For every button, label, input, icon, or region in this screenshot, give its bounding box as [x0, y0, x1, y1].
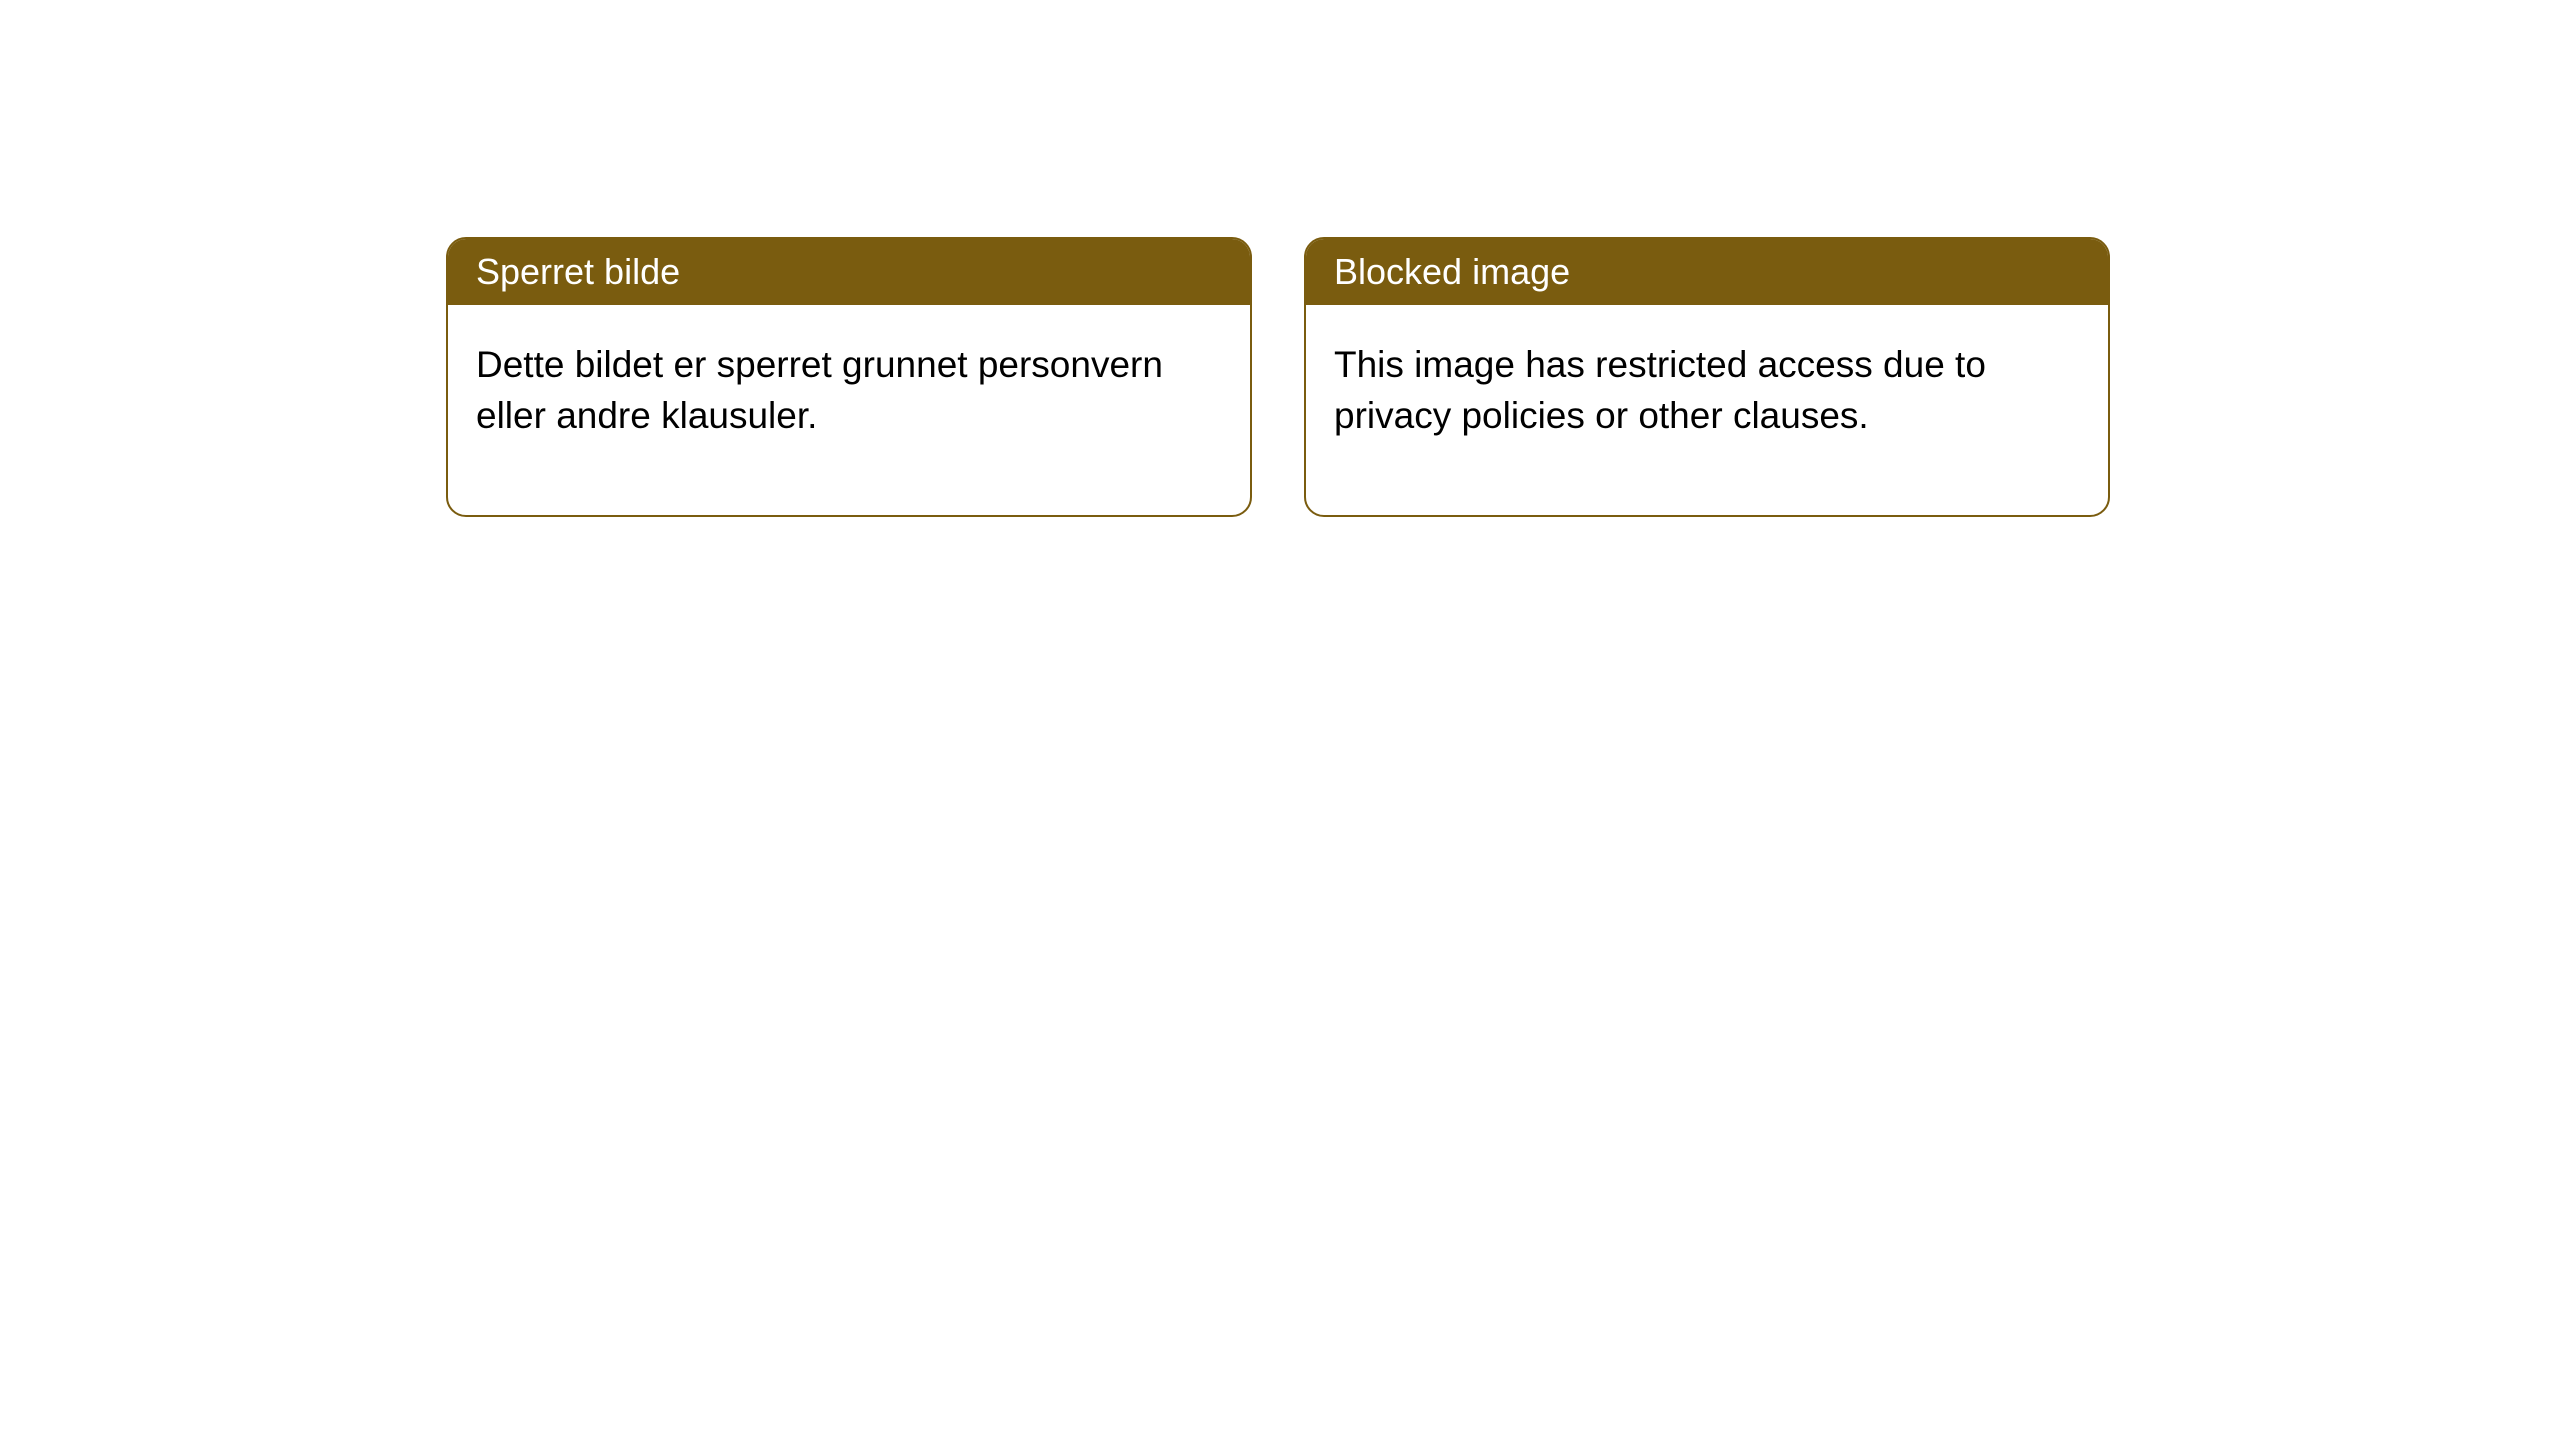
card-header: Sperret bilde: [448, 239, 1250, 305]
card-title: Blocked image: [1334, 251, 1570, 292]
card-body-text: Dette bildet er sperret grunnet personve…: [476, 344, 1163, 436]
blocked-image-card-norwegian: Sperret bilde Dette bildet er sperret gr…: [446, 237, 1252, 517]
card-body: This image has restricted access due to …: [1306, 305, 2108, 515]
card-body: Dette bildet er sperret grunnet personve…: [448, 305, 1250, 515]
blocked-image-card-english: Blocked image This image has restricted …: [1304, 237, 2110, 517]
notice-container: Sperret bilde Dette bildet er sperret gr…: [446, 237, 2110, 517]
card-body-text: This image has restricted access due to …: [1334, 344, 1986, 436]
card-header: Blocked image: [1306, 239, 2108, 305]
card-title: Sperret bilde: [476, 251, 680, 292]
